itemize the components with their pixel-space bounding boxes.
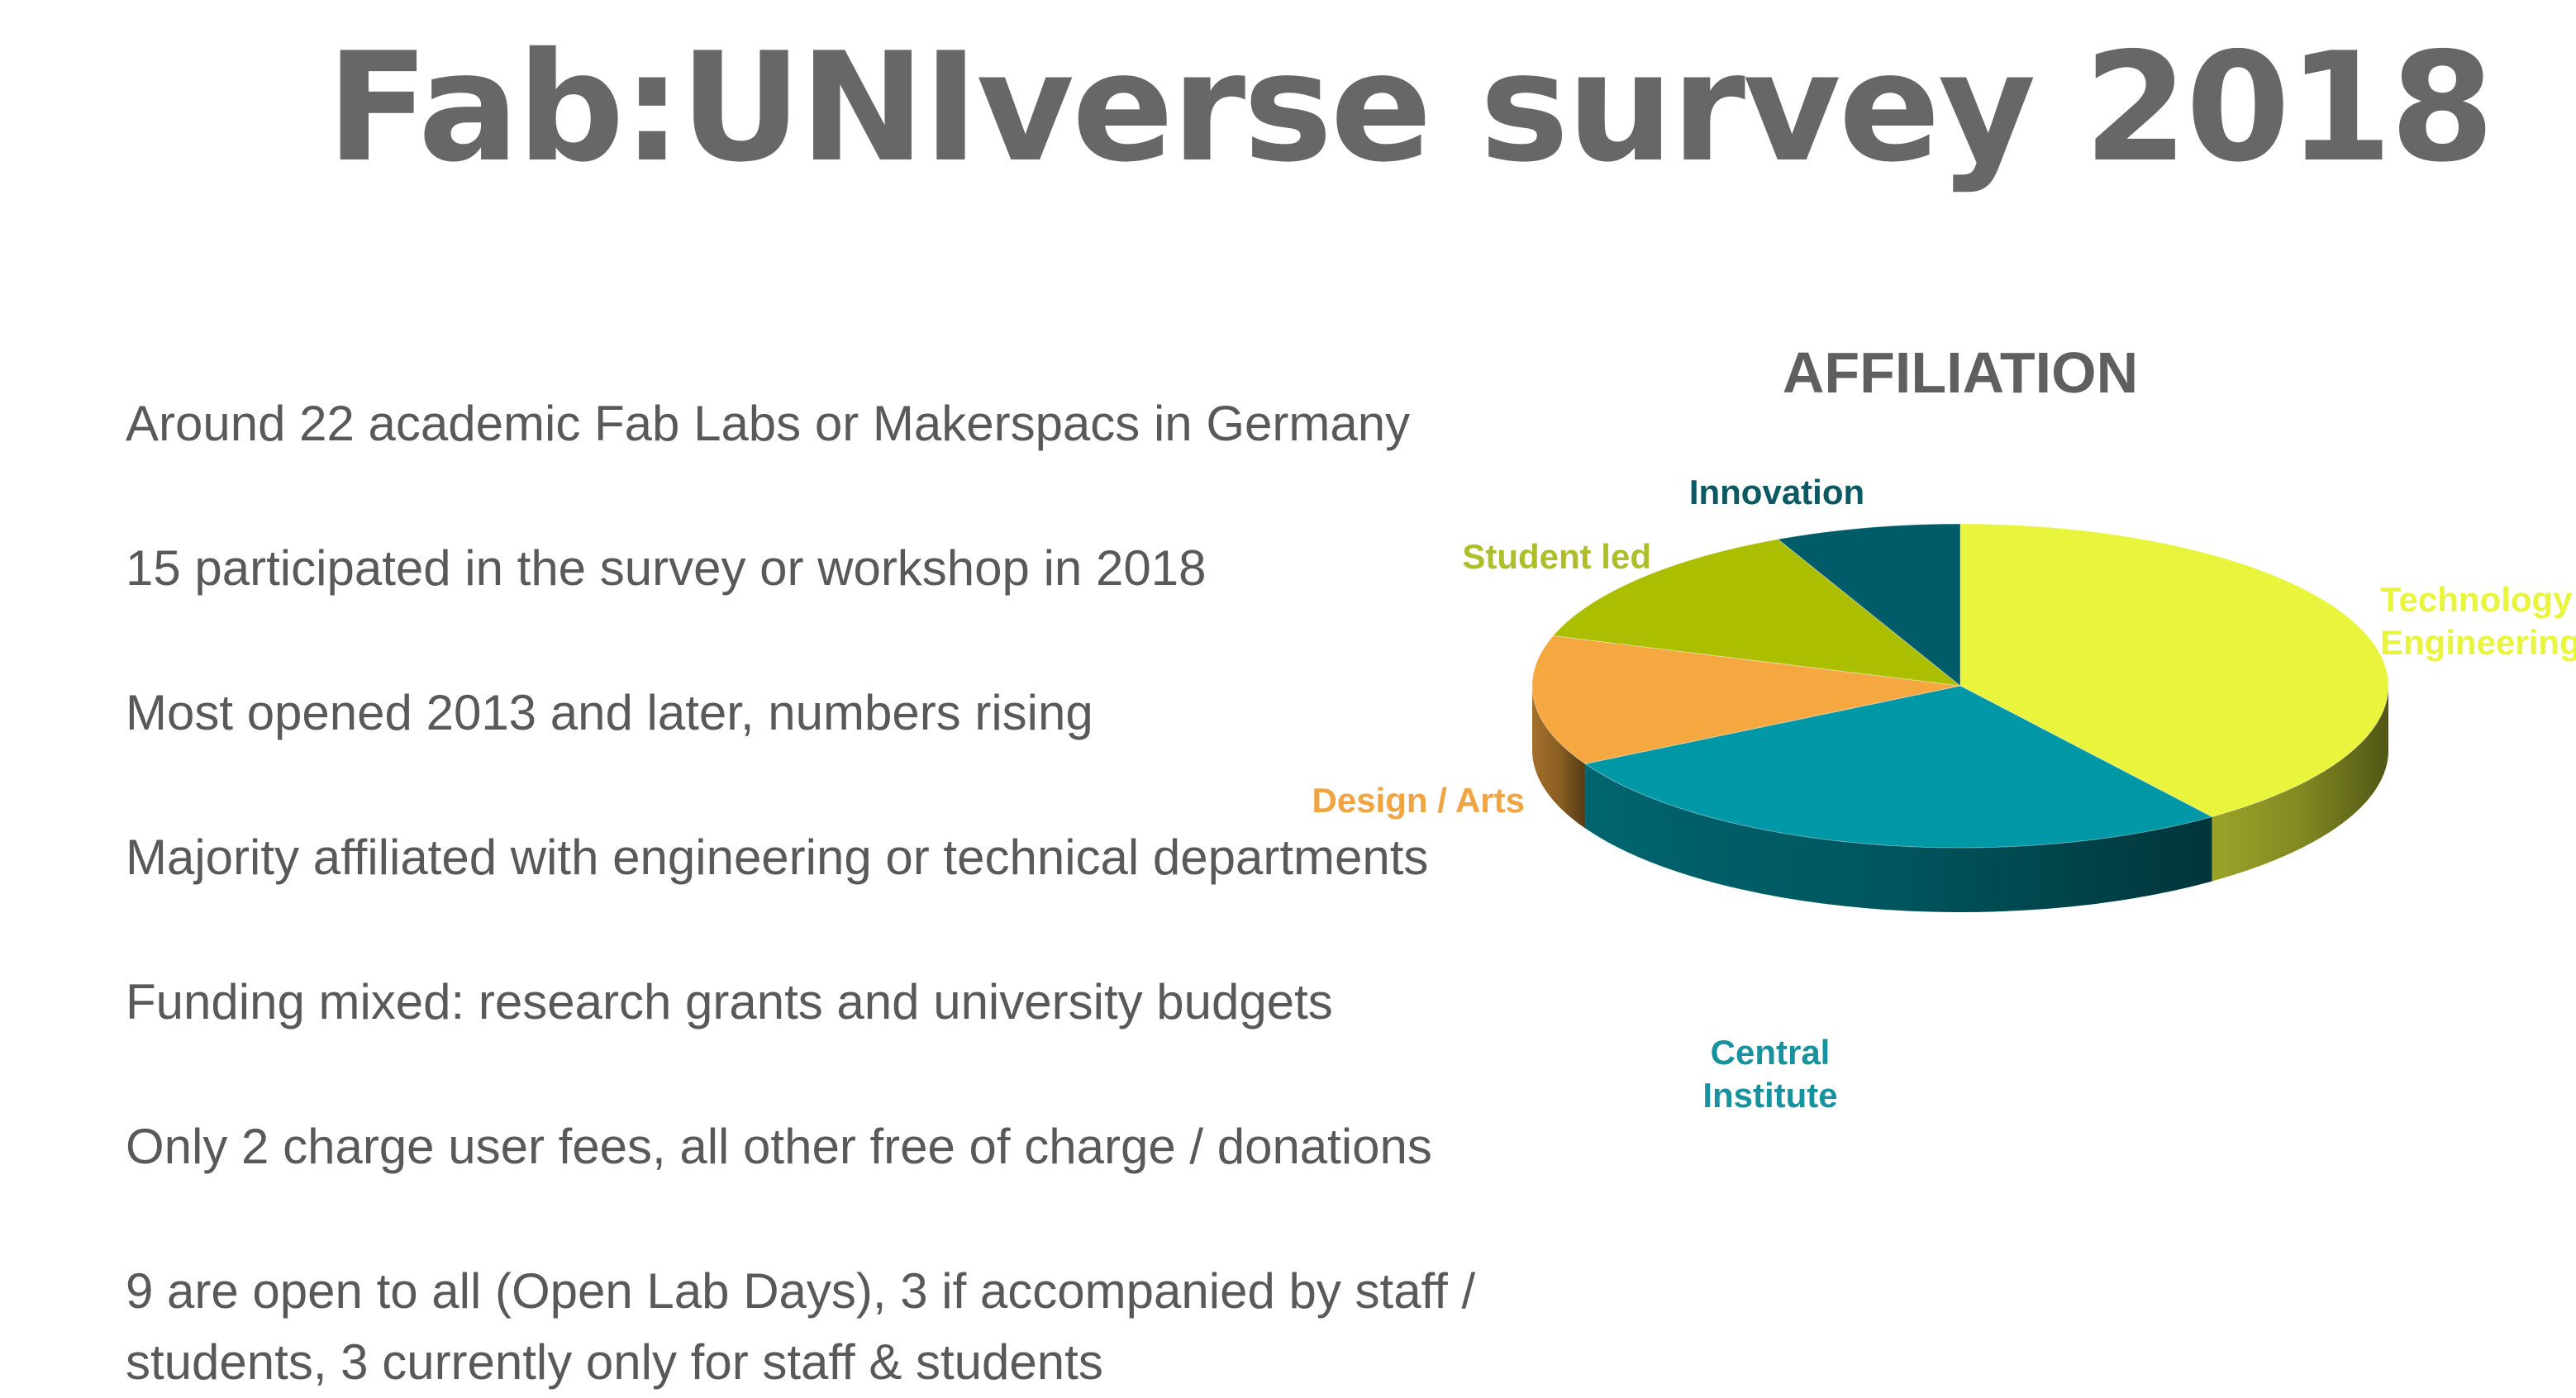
pie-label-innovation: Innovation bbox=[1689, 473, 1864, 511]
affiliation-chart: AFFILIATION Technology /Engineering Centr… bbox=[1240, 330, 2576, 1157]
pie-slices bbox=[1532, 524, 2388, 848]
slide-title: Fab:UNIverse survey 2018 bbox=[326, 25, 2493, 190]
pie-label-student-led: Student led bbox=[1462, 537, 1651, 576]
pie-label-design-arts: Design / Arts bbox=[1312, 781, 1526, 820]
pie-chart: AFFILIATION Technology /Engineering Centr… bbox=[1240, 330, 2576, 1157]
bullet-item: 9 are open to all (Open Lab Days), 3 if … bbox=[126, 1256, 1580, 1398]
pie-label-technology-engineering: Technology /Engineering bbox=[2380, 580, 2576, 662]
chart-title: AFFILIATION bbox=[1783, 340, 2138, 405]
